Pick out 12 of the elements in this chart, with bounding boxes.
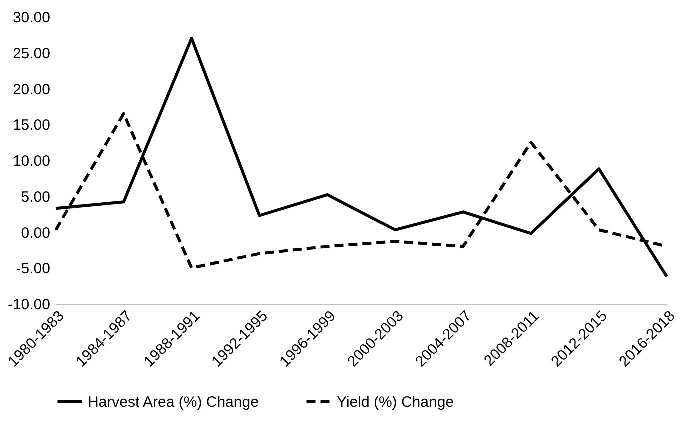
y-tick-label: 25.00 (12, 45, 50, 62)
line-series (54, 37, 668, 278)
y-tick-label: 20.00 (12, 81, 50, 98)
y-tick-label: 5.00 (21, 188, 50, 206)
y-tick-label: 15.00 (12, 117, 50, 134)
y-tick-label: -10.00 (8, 296, 50, 314)
legend-label: Yield (%) Change (337, 394, 454, 411)
y-tick-label: 10.00 (12, 153, 50, 170)
y-tick-label: -5.00 (16, 260, 50, 278)
y-tick-label: 30.00 (12, 10, 50, 26)
legend-label: Harvest Area (%) Change (88, 394, 259, 411)
y-tick-label: 0.00 (21, 224, 50, 242)
